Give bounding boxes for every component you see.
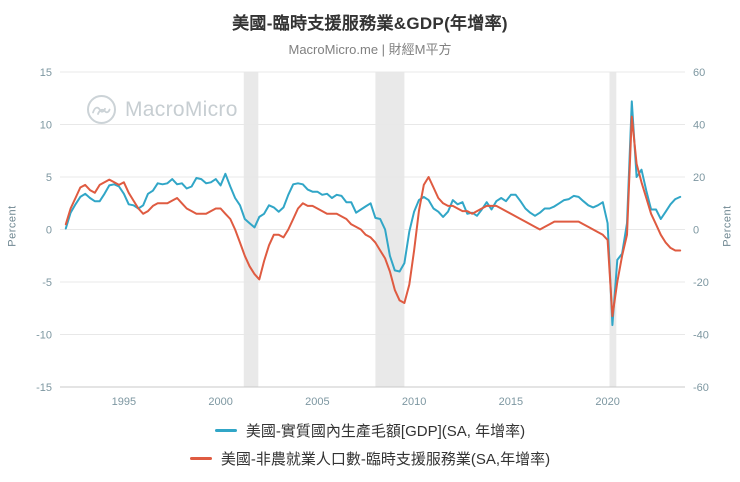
- right-axis-tick: 60: [693, 67, 705, 79]
- right-axis-tick: 20: [693, 172, 705, 184]
- right-axis-tick: -60: [693, 382, 709, 394]
- x-axis-tick: 1995: [112, 396, 136, 408]
- series-line-temp-help: [64, 115, 682, 318]
- legend-label-gdp: 美國-實質國內生產毛額[GDP](SA, 年增率): [245, 423, 526, 440]
- left-axis-tick: -5: [42, 277, 52, 289]
- chart-area: Percent Percent MacroMicro 15 60 10 40 5 20 0 0…: [0, 62, 740, 410]
- left-axis-title: Percent: [6, 205, 19, 247]
- left-axis-tick: -15: [36, 382, 52, 394]
- x-axis-tick: 2015: [499, 396, 523, 408]
- page-title: 美國-臨時支援服務業&GDP(年增率): [232, 14, 508, 33]
- left-axis-tick: 0: [46, 225, 52, 237]
- legend-item-temp-help[interactable]: 美國-非農就業人口數-臨時支援服務業(SA,年增率): [189, 448, 551, 469]
- x-axis-tick: 2005: [305, 396, 329, 408]
- left-axis-tick: 10: [40, 120, 52, 132]
- legend-item-gdp[interactable]: 美國-實質國內生產毛額[GDP](SA, 年增率): [214, 420, 526, 441]
- series-line-gdp: [64, 100, 682, 327]
- left-axis-tick: 15: [40, 67, 52, 79]
- right-axis-tick: 40: [693, 120, 705, 132]
- chart-subtitle: MacroMicro.me | 財經M平方: [288, 42, 452, 57]
- left-axis-tick: -10: [36, 330, 52, 342]
- legend: 美國-實質國內生產毛額[GDP](SA, 年增率) 美國-非農就業人口數-臨時支…: [0, 420, 740, 469]
- legend-swatch-gdp: [214, 429, 237, 432]
- legend-swatch-temp-help: [189, 457, 212, 460]
- right-axis-tick: -40: [693, 330, 709, 342]
- right-axis-tick: 0: [693, 225, 699, 237]
- legend-label-temp-help: 美國-非農就業人口數-臨時支援服務業(SA,年增率): [220, 451, 551, 468]
- right-axis-title: Percent: [721, 205, 734, 247]
- x-axis-tick: 2000: [208, 396, 232, 408]
- right-axis-tick: -20: [693, 277, 709, 289]
- left-axis-tick: 5: [46, 172, 52, 184]
- x-axis-tick: 2010: [402, 396, 426, 408]
- x-axis-tick: 2020: [595, 396, 619, 408]
